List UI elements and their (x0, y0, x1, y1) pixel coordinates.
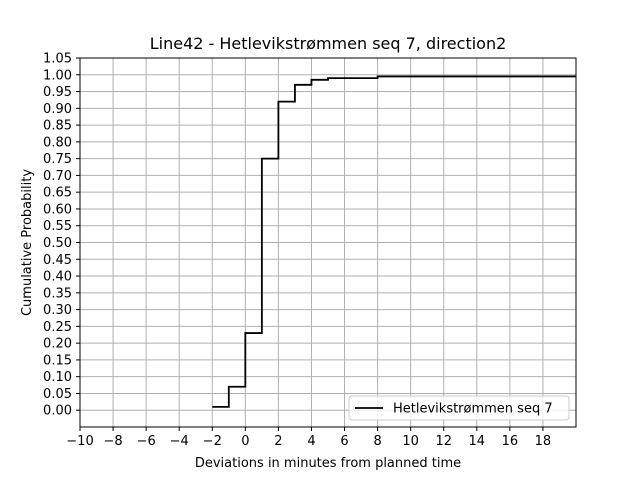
x-axis-label: Deviations in minutes from planned time (195, 456, 461, 471)
y-tick-label: 1.00 (43, 68, 72, 83)
legend-box (348, 395, 570, 421)
x-tick-label: 14 (469, 434, 486, 449)
y-tick-label: 0.65 (43, 186, 72, 201)
x-tick-label: −2 (203, 434, 222, 449)
x-tick-label: 18 (535, 434, 552, 449)
y-tick-label: 0.85 (43, 119, 72, 134)
y-tick-label: 0.05 (43, 387, 72, 402)
y-tick-label: 0.55 (43, 219, 72, 234)
x-axis-ticks: −10 −8 −6 −4 −2 0 2 4 6 8 10 12 14 16 18 (66, 427, 551, 449)
x-tick-label: 10 (402, 434, 419, 449)
y-tick-label: 0.95 (43, 85, 72, 100)
y-axis-ticks: 0.00 0.05 0.10 0.150.20 0.25 0.30 0.350.40 0.45… (43, 52, 80, 419)
x-tick-label: 6 (340, 434, 348, 449)
series-line (212, 75, 576, 408)
x-tick-label: 0 (241, 434, 249, 449)
y-tick-label: 0.15 (43, 353, 72, 368)
grid (79, 57, 576, 427)
x-tick-label: −10 (66, 434, 93, 449)
y-tick-label: 0.50 (43, 236, 72, 251)
legend: Hetlevikstrømmen seq 7 (348, 395, 570, 421)
y-tick-label: 0.60 (43, 202, 72, 217)
series-layer (212, 75, 576, 408)
y-tick-label: 0.35 (43, 286, 72, 301)
x-tick-label: 12 (435, 434, 452, 449)
x-tick-label: −4 (170, 434, 189, 449)
x-tick-label: 4 (307, 434, 315, 449)
y-tick-label: 0.70 (43, 169, 72, 184)
y-axis-label: Cumulative Probability (20, 169, 35, 316)
x-tick-label: 16 (502, 434, 519, 449)
y-tick-label: 1.05 (43, 52, 72, 67)
y-tick-label: 0.10 (43, 370, 72, 385)
x-tick-label: 2 (274, 434, 282, 449)
y-tick-label: 0.30 (43, 303, 72, 318)
x-tick-label: 8 (373, 434, 381, 449)
y-tick-label: 0.45 (43, 253, 72, 268)
x-tick-label: −8 (103, 434, 122, 449)
y-tick-label: 0.20 (43, 337, 72, 352)
y-tick-label: 0.40 (43, 270, 72, 285)
y-tick-label: 0.25 (43, 320, 72, 335)
chart-title: Line42 - Hetlevikstrømmen seq 7, directi… (150, 34, 507, 53)
x-tick-label: −6 (137, 434, 156, 449)
y-tick-label: 0.00 (43, 404, 72, 419)
y-tick-label: 0.75 (43, 152, 72, 167)
legend-label: Hetlevikstrømmen seq 7 (393, 402, 553, 417)
y-tick-label: 0.90 (43, 102, 72, 117)
y-tick-label: 0.80 (43, 135, 72, 150)
